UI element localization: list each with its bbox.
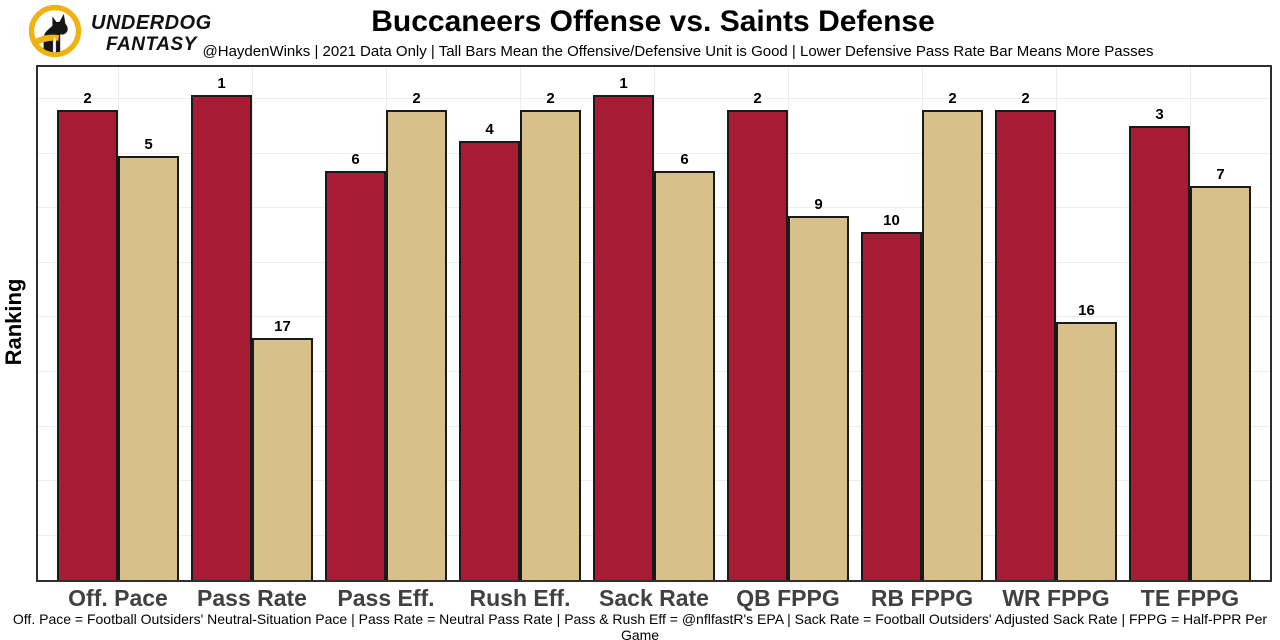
brand-line1: UNDERDOG <box>91 12 212 34</box>
bar-buccaneers-offense-pass-rate <box>191 95 252 580</box>
footer-note: Off. Pace = Football Outsiders' Neutral-… <box>12 611 1268 640</box>
x-tick-rb-fppg: RB FPPG <box>870 585 974 611</box>
x-tick-pass-rate: Pass Rate <box>197 585 307 611</box>
bar-saints-defense-te-fppg <box>1190 186 1251 580</box>
bar-saints-defense-off-pace <box>118 155 179 580</box>
bar-value-saints-defense-rb-fppg: 2 <box>948 90 957 108</box>
bar-buccaneers-offense-off-pace <box>57 110 118 580</box>
y-axis-label: Ranking <box>1 278 26 366</box>
bar-value-buccaneers-offense-rush-eff: 4 <box>485 120 494 138</box>
bar-saints-defense-sack-rate <box>654 170 715 580</box>
x-tick-pass-eff: Pass Eff. <box>337 585 435 611</box>
underdog-dog-icon <box>28 4 82 58</box>
chart-subtitle: @HaydenWinks | 2021 Data Only | Tall Bar… <box>202 43 1154 60</box>
x-tick-rush-eff: Rush Eff. <box>469 585 571 611</box>
bar-value-buccaneers-offense-sack-rate: 1 <box>619 75 628 93</box>
bar-buccaneers-offense-qb-fppg <box>727 110 788 580</box>
bar-value-buccaneers-offense-te-fppg: 3 <box>1155 105 1164 123</box>
bar-value-saints-defense-wr-fppg: 16 <box>1078 302 1095 320</box>
bar-value-saints-defense-off-pace: 5 <box>144 135 153 153</box>
plot-panel: 2 5 1 17 6 2 4 2 1 6 2 9 10 2 2 16 3 7 <box>36 65 1272 582</box>
bar-saints-defense-rb-fppg <box>922 110 983 580</box>
gridline-v-pass-rate <box>252 67 253 580</box>
underdog-fantasy-logo: UNDERDOG FANTASY <box>28 4 212 58</box>
bar-saints-defense-rush-eff <box>520 110 581 580</box>
bar-value-buccaneers-offense-qb-fppg: 2 <box>753 90 762 108</box>
chart-title: Buccaneers Offense vs. Saints Defense <box>371 5 935 38</box>
bar-saints-defense-wr-fppg <box>1056 322 1117 580</box>
bar-buccaneers-offense-rb-fppg <box>861 231 922 580</box>
bar-saints-defense-pass-eff <box>386 110 447 580</box>
bar-value-buccaneers-offense-off-pace: 2 <box>83 90 92 108</box>
bar-saints-defense-qb-fppg <box>788 216 849 580</box>
bar-saints-defense-pass-rate <box>252 337 313 580</box>
bar-value-saints-defense-pass-rate: 17 <box>274 317 291 335</box>
bar-buccaneers-offense-wr-fppg <box>995 110 1056 580</box>
brand-wordmark: UNDERDOG FANTASY <box>91 13 212 54</box>
bar-value-saints-defense-pass-eff: 2 <box>412 90 421 108</box>
x-tick-sack-rate: Sack Rate <box>599 585 709 611</box>
x-tick-te-fppg: TE FPPG <box>1140 585 1240 611</box>
bar-value-buccaneers-offense-wr-fppg: 2 <box>1021 90 1030 108</box>
bar-value-saints-defense-qb-fppg: 9 <box>814 196 823 214</box>
x-axis: Off. Pace Pass Rate Pass Eff. Rush Eff. Sack… <box>38 585 1270 611</box>
bar-buccaneers-offense-sack-rate <box>593 95 654 580</box>
bar-value-saints-defense-rush-eff: 2 <box>546 90 555 108</box>
bar-value-saints-defense-sack-rate: 6 <box>680 150 689 168</box>
x-tick-wr-fppg: WR FPPG <box>1002 585 1110 611</box>
brand-line2: FANTASY <box>106 34 197 55</box>
bar-value-saints-defense-te-fppg: 7 <box>1216 166 1225 184</box>
bar-value-buccaneers-offense-pass-eff: 6 <box>351 150 360 168</box>
bar-buccaneers-offense-rush-eff <box>459 140 520 580</box>
x-tick-qb-fppg: QB FPPG <box>736 585 840 611</box>
x-tick-off-pace: Off. Pace <box>68 585 168 611</box>
bar-value-buccaneers-offense-rb-fppg: 10 <box>883 211 900 229</box>
bar-buccaneers-offense-pass-eff <box>325 170 386 580</box>
bar-value-buccaneers-offense-pass-rate: 1 <box>217 75 226 93</box>
bar-buccaneers-offense-te-fppg <box>1129 125 1190 580</box>
